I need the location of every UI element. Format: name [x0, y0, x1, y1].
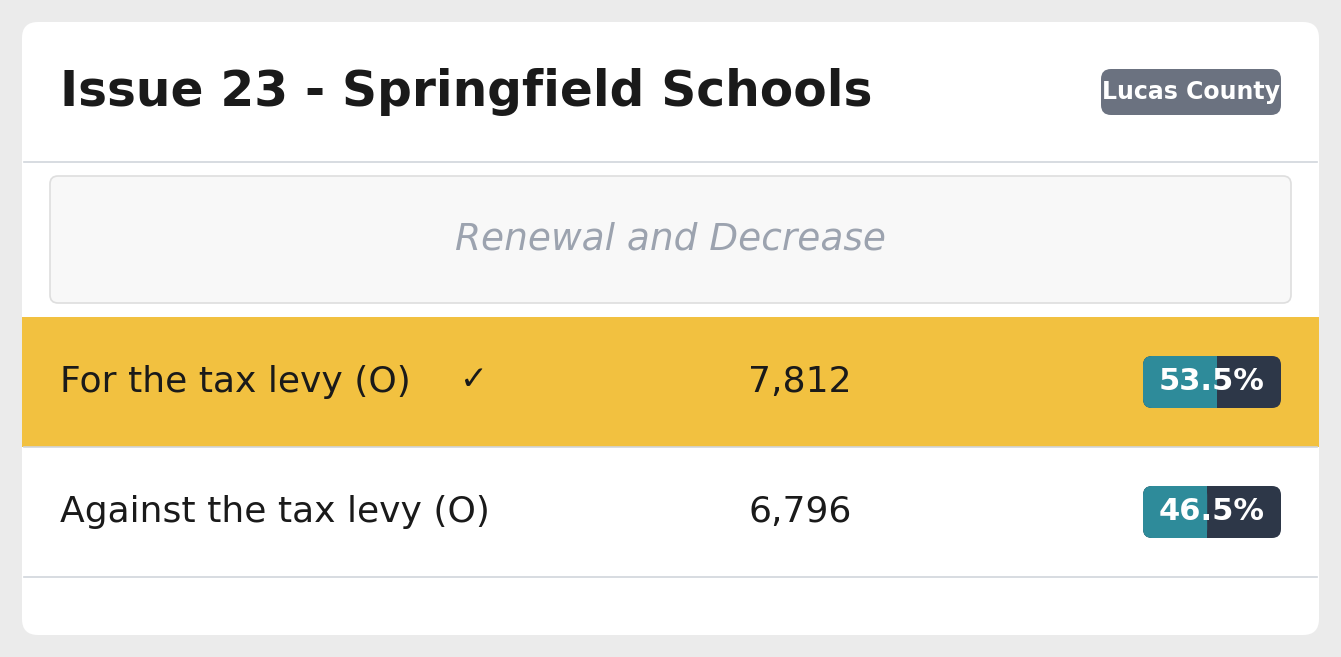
- FancyBboxPatch shape: [1143, 486, 1207, 538]
- Text: 46.5%: 46.5%: [1159, 497, 1265, 526]
- Bar: [21, 317, 1320, 447]
- Text: 7,812: 7,812: [748, 365, 852, 399]
- Text: Lucas County: Lucas County: [1102, 80, 1281, 104]
- FancyBboxPatch shape: [1143, 356, 1281, 408]
- FancyBboxPatch shape: [1143, 356, 1216, 408]
- Text: Renewal and Decrease: Renewal and Decrease: [455, 221, 886, 258]
- Bar: [1208, 356, 1216, 408]
- FancyBboxPatch shape: [1143, 486, 1281, 538]
- FancyBboxPatch shape: [50, 176, 1291, 303]
- FancyBboxPatch shape: [1101, 69, 1281, 115]
- Text: 53.5%: 53.5%: [1159, 367, 1265, 397]
- FancyBboxPatch shape: [21, 22, 1320, 635]
- Text: ✓: ✓: [460, 363, 488, 397]
- Bar: [1198, 486, 1207, 538]
- Text: Issue 23 - Springfield Schools: Issue 23 - Springfield Schools: [60, 68, 873, 116]
- Text: Against the tax levy (O): Against the tax levy (O): [60, 495, 489, 529]
- Text: For the tax levy (O): For the tax levy (O): [60, 365, 410, 399]
- Text: 6,796: 6,796: [748, 495, 852, 529]
